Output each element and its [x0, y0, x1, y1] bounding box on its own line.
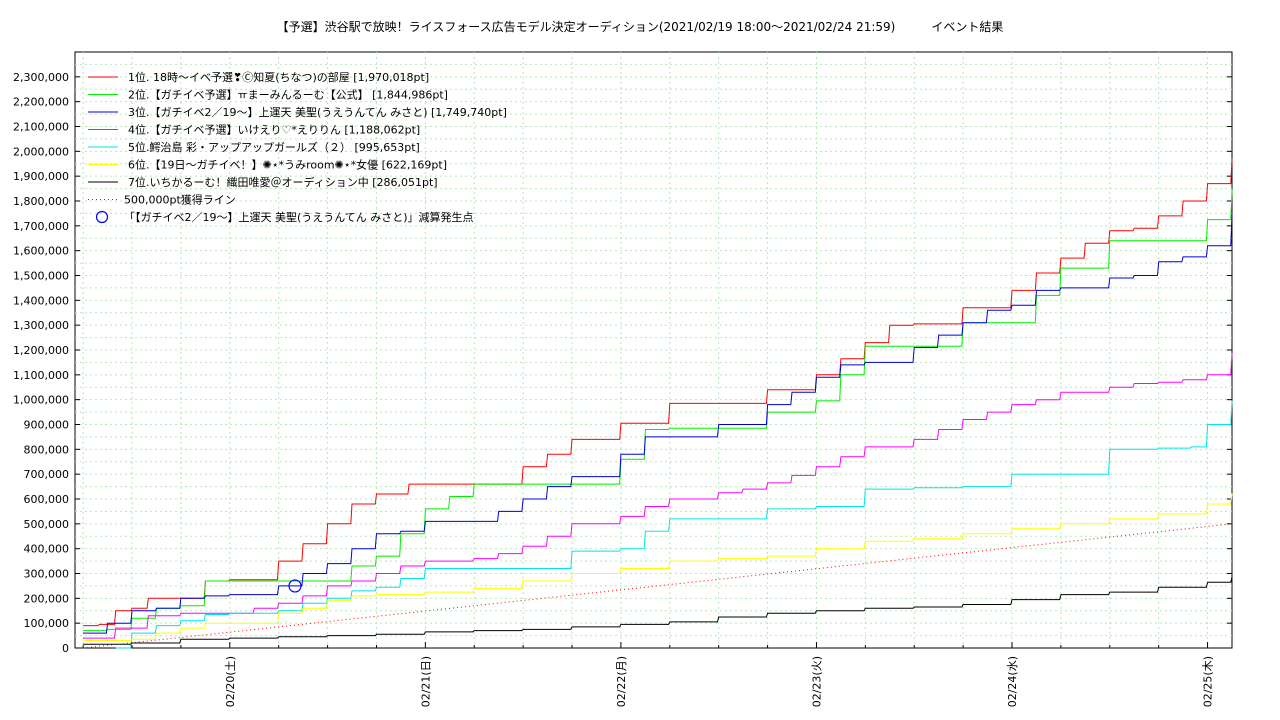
- y-tick-label: 800,000: [24, 443, 70, 456]
- y-tick-label: 500,000: [24, 518, 70, 531]
- x-tick-label: 02/24(水): [1006, 656, 1019, 707]
- legend-label-5: 5位.鰐治島 彩・アップアップガールズ（２） [995,653pt]: [128, 140, 420, 154]
- y-tick-label: 0: [62, 642, 69, 655]
- y-tick-label: 2,100,000: [13, 121, 69, 134]
- x-tick-label: 02/21(日): [419, 656, 432, 707]
- y-tick-label: 1,800,000: [13, 195, 69, 208]
- y-tick-label: 1,500,000: [13, 270, 69, 283]
- series-line-4: [83, 352, 1233, 639]
- y-tick-label: 1,100,000: [13, 369, 69, 382]
- series-line-5: [115, 400, 1233, 649]
- y-tick-label: 1,000,000: [13, 394, 69, 407]
- y-tick-label: 2,000,000: [13, 145, 69, 158]
- legend-label-1: 1位. 18時〜イベ予選❣Ⓒ知夏(ちなつ)の部屋 [1,970,018pt]: [128, 70, 429, 84]
- series-line-1: [83, 158, 1233, 627]
- x-tick-label: 02/22(月): [615, 656, 628, 707]
- legend-label-2: 2位.【ガチイベ予選】ㅠまーみんるーむ【公式】 [1,844,986pt]: [128, 88, 448, 102]
- y-tick-label: 700,000: [24, 468, 70, 481]
- y-tick-label: 300,000: [24, 568, 70, 581]
- series-line-7: [83, 576, 1233, 645]
- legend-label-8: 500,000pt獲得ライン: [124, 194, 236, 207]
- y-tick-label: 1,300,000: [13, 319, 69, 332]
- legend-label-4: 4位.【ガチイベ予選】いけえり♡*えりりん [1,188,062pt]: [128, 123, 420, 137]
- marker-point-1: [288, 579, 302, 593]
- chart-title: 【予選】渋谷駅で放映！ライスフォース広告モデル決定オーディション(2021/02…: [276, 20, 1004, 34]
- y-tick-label: 1,200,000: [13, 344, 69, 357]
- legend-marker-1: [95, 210, 109, 224]
- y-tick-label: 600,000: [24, 493, 70, 506]
- y-tick-label: 900,000: [24, 419, 70, 432]
- series-line-8: [83, 523, 1233, 649]
- y-tick-label: 400,000: [24, 543, 70, 556]
- legend-label-3: 3位.【ガチイベ2／19〜】上運天 美聖(うえうんてん みさと) [1,749,…: [128, 105, 507, 119]
- y-tick-label: 2,300,000: [13, 71, 69, 84]
- y-tick-label: 1,700,000: [13, 220, 69, 233]
- y-tick-label: 1,900,000: [13, 170, 69, 183]
- y-tick-label: 1,600,000: [13, 245, 69, 258]
- y-tick-label: 2,200,000: [13, 96, 69, 109]
- y-tick-label: 1,400,000: [13, 294, 69, 307]
- x-tick-label: 02/23(火): [810, 656, 823, 707]
- x-tick-label: 02/20(土): [224, 656, 237, 707]
- legend-label-7: 7位.いちかるーむ！織田唯愛＠オーディション中 [286,051pt]: [128, 175, 438, 189]
- y-tick-label: 200,000: [24, 592, 70, 605]
- y-tick-label: 100,000: [24, 617, 70, 630]
- legend-marker-label-1: 「【ガチイベ2／19〜】上運天 美聖(うえうんてん みさと)」減算発生点: [124, 210, 474, 224]
- x-tick-label: 02/25(木): [1202, 656, 1215, 707]
- legend-label-6: 6位.【19日〜ガチイベ！】✺⋆*うみroom✺⋆*女優 [622,169pt]: [128, 158, 447, 172]
- series-line-3: [83, 213, 1233, 634]
- series-line-6: [83, 493, 1233, 641]
